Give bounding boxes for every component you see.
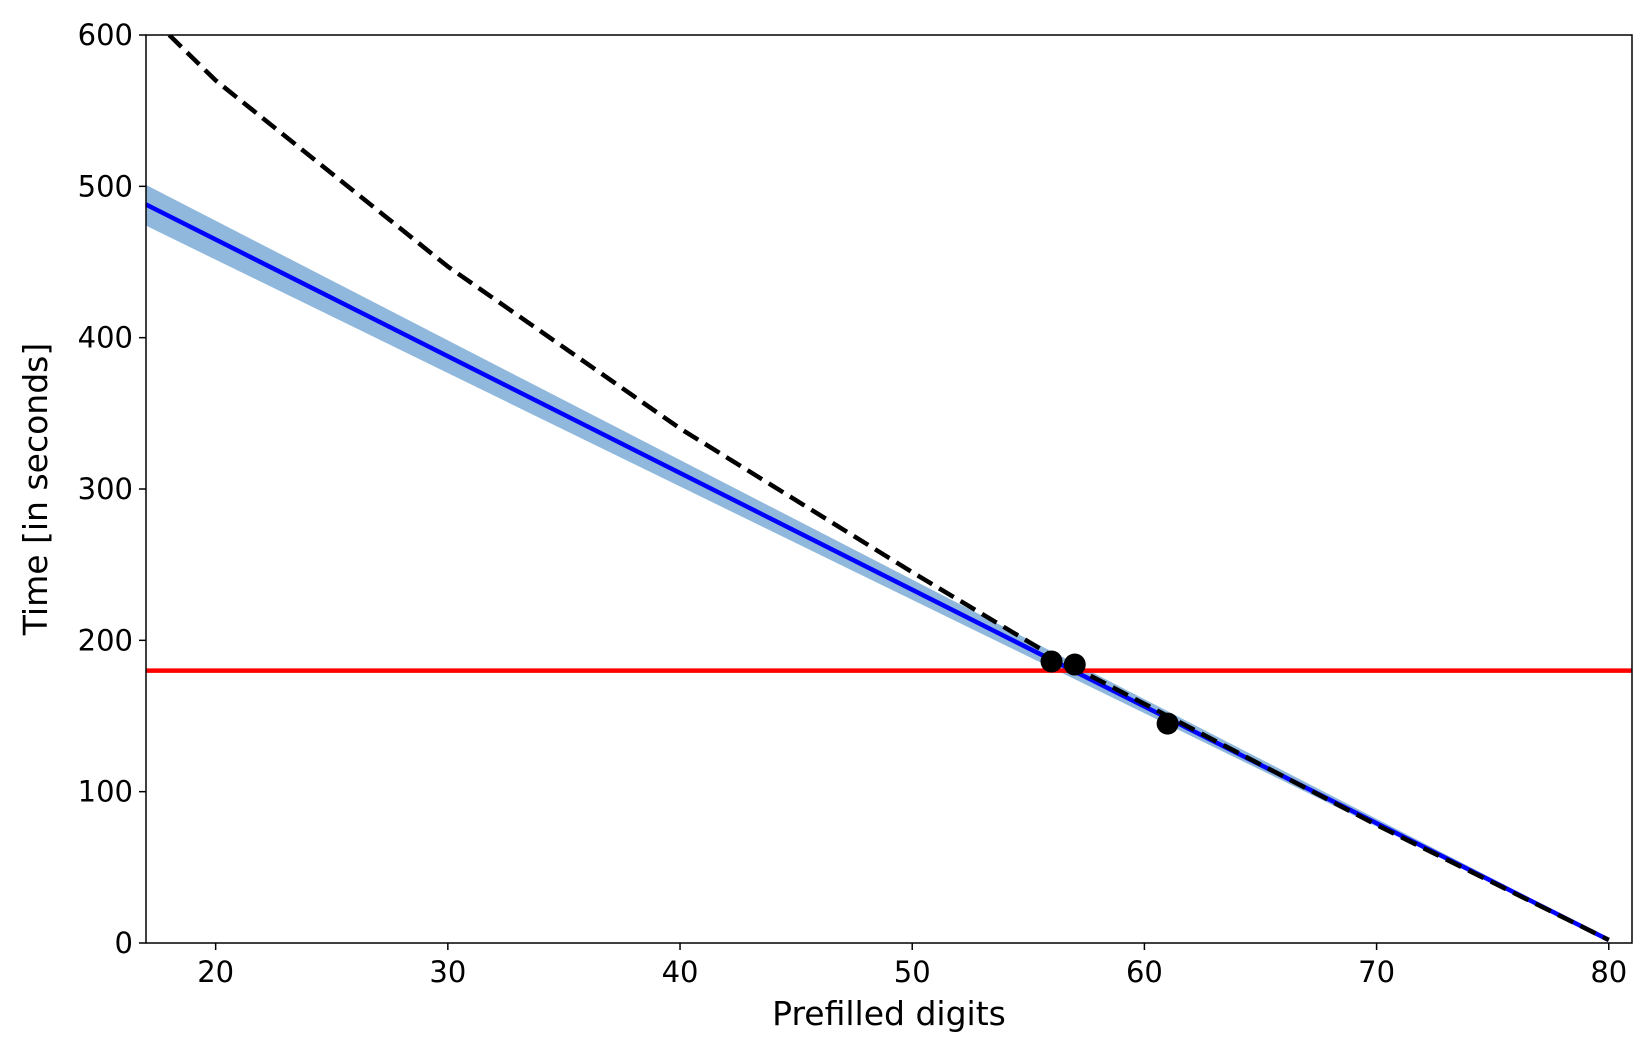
data-point [1040,650,1063,673]
y-tick-label: 100 [78,775,133,809]
x-tick-label: 70 [1358,955,1395,989]
y-tick-label: 400 [78,321,133,355]
y-tick-label: 500 [78,169,133,203]
dashed-series-line [167,35,1610,942]
x-tick-label: 80 [1590,955,1627,989]
x-tick-label: 30 [429,955,466,989]
x-tick-label: 50 [894,955,931,989]
x-tick-label: 60 [1126,955,1163,989]
y-tick-label: 200 [78,623,133,657]
axes-frame [145,34,1633,944]
x-axis-label: Prefilled digits [772,994,1006,1033]
y-tick-label: 300 [78,472,133,506]
y-tick-label: 600 [78,18,133,52]
data-point [1063,653,1086,676]
x-tick-label: 20 [197,955,234,989]
data-point [1156,712,1179,735]
y-tick-label: 0 [115,926,133,960]
confidence-band [146,184,1609,940]
plot-area [146,35,1632,942]
y-axis-label: Time [in seconds] [16,343,55,636]
ticks: 20 30 40 50 60 70 80 0 100 200 300 400 500 600 [78,18,1628,989]
x-tick-label: 40 [662,955,699,989]
